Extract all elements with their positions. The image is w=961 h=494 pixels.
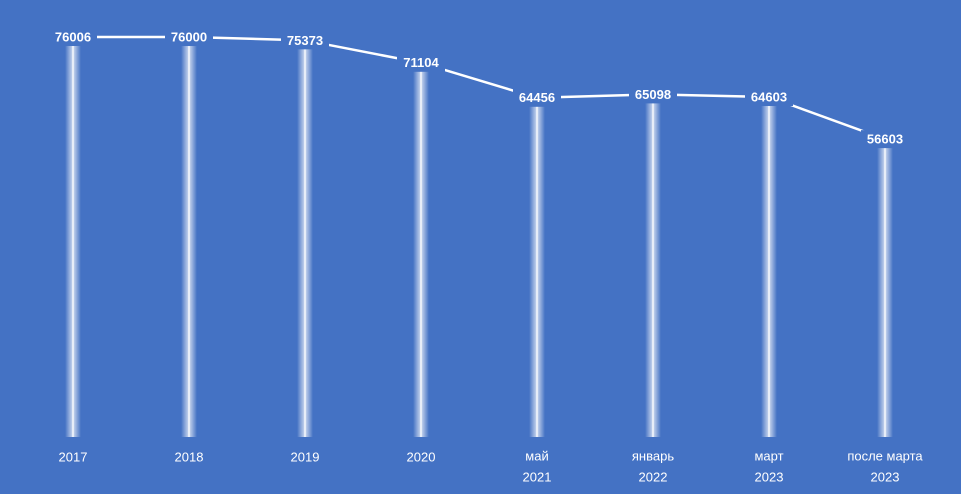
- x-tick-label: январь: [632, 448, 674, 463]
- value-label: 65098: [635, 87, 671, 102]
- value-label: 56603: [867, 132, 903, 147]
- x-tick-label: 2020: [407, 449, 436, 464]
- x-tick-label: май: [525, 448, 548, 463]
- value-label-bg: [165, 28, 213, 47]
- value-label: 71104: [403, 55, 439, 70]
- x-tick-label: после марта: [847, 448, 923, 463]
- x-tick-label: 2023: [755, 469, 784, 484]
- x-tick-label: март: [754, 448, 783, 463]
- value-label-bg: [861, 130, 909, 149]
- value-label: 76006: [55, 29, 91, 44]
- value-label: 64456: [519, 90, 555, 105]
- value-label-bg: [629, 85, 677, 104]
- value-label: 64603: [751, 89, 787, 104]
- x-tick-label: 2018: [175, 449, 204, 464]
- x-tick-label: 2019: [291, 449, 320, 464]
- value-label: 75373: [287, 33, 323, 48]
- value-label-bg: [281, 31, 329, 50]
- x-tick-label: 2021: [523, 469, 552, 484]
- value-label-bg: [745, 88, 793, 107]
- x-tick-label: 2022: [639, 469, 668, 484]
- value-label-bg: [397, 53, 445, 72]
- value-label: 76000: [171, 29, 207, 44]
- x-tick-label: 2023: [871, 469, 900, 484]
- value-label-bg: [513, 88, 561, 107]
- x-tick-label: 2017: [59, 449, 88, 464]
- value-label-bg: [49, 28, 97, 46]
